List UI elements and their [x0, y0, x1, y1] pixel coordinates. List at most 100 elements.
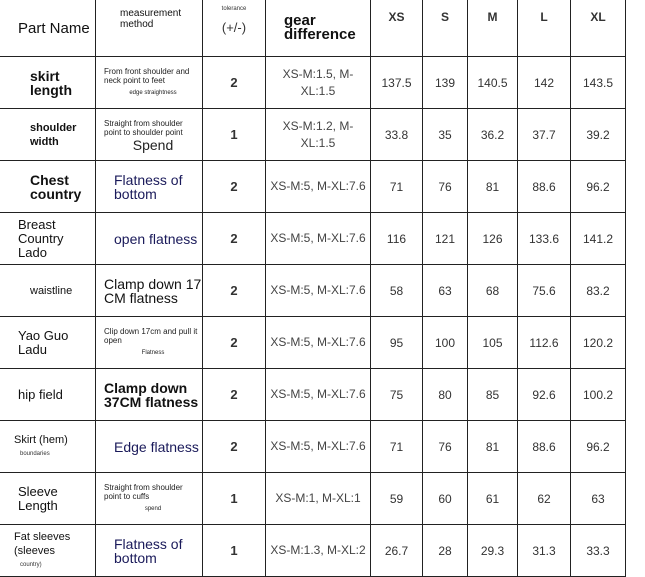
header-size-l: L: [517, 0, 571, 57]
size-l-value: 75.6: [517, 264, 571, 317]
header-gear-difference: gear difference: [265, 0, 371, 57]
gear-difference-cell: XS-M:1, M-XL:1: [265, 472, 371, 525]
size-s-value: 60: [422, 472, 468, 525]
gear-difference-cell: XS-M:5, M-XL:7.6: [265, 264, 371, 317]
size-xl-value: 96.2: [570, 160, 626, 213]
tolerance-cell: 2: [202, 316, 266, 369]
size-m-value: 36.2: [467, 108, 518, 161]
part-name-cell: Breast Country Lado: [0, 212, 96, 265]
size-m-value: 68: [467, 264, 518, 317]
method-note: Flatness: [141, 350, 165, 356]
part-name-note: country): [20, 561, 42, 568]
size-s-value: 35: [422, 108, 468, 161]
size-s-value: 100: [422, 316, 468, 369]
gear-difference-cell: XS-M:1.2, M-XL:1.5: [265, 108, 371, 161]
method-cell: Flatness of bottom: [95, 524, 203, 577]
method-cell: Clamp down 37CM flatness: [95, 368, 203, 421]
size-xs-value: 58: [370, 264, 423, 317]
size-l-value: 92.6: [517, 368, 571, 421]
size-xl-value: 33.3: [570, 524, 626, 577]
method-cell: Edge flatness: [95, 420, 203, 473]
size-m-value: 105: [467, 316, 518, 369]
size-m-value: 81: [467, 420, 518, 473]
part-name-note: boundaries: [20, 450, 50, 457]
tolerance-cell: 1: [202, 108, 266, 161]
size-xs-value: 33.8: [370, 108, 423, 161]
header-size-xl: XL: [570, 0, 626, 57]
size-xs-value: 71: [370, 160, 423, 213]
size-s-value: 121: [422, 212, 468, 265]
header-part-name: Part Name: [0, 0, 96, 57]
size-m-value: 85: [467, 368, 518, 421]
tolerance-cell: 2: [202, 420, 266, 473]
size-s-value: 63: [422, 264, 468, 317]
size-s-value: 76: [422, 160, 468, 213]
size-xl-value: 63: [570, 472, 626, 525]
method-text: Flatness of bottom: [114, 171, 183, 202]
size-xl-value: 96.2: [570, 420, 626, 473]
tolerance-label: tolerance: [221, 6, 247, 12]
gear-difference-cell: XS-M:1.3, M-XL:2: [265, 524, 371, 577]
gear-difference-cell: XS-M:5, M-XL:7.6: [265, 212, 371, 265]
tolerance-cell: 1: [202, 524, 266, 577]
method-text: Clip down 17cm and pull it open: [104, 327, 198, 345]
method-cell: Flatness of bottom: [95, 160, 203, 213]
table-row: Sleeve Length Straight from shoulder poi…: [0, 472, 626, 525]
size-l-value: 88.6: [517, 420, 571, 473]
method-cell: Clip down 17cm and pull it open Flatness: [95, 316, 203, 369]
part-name-cell: skirt length: [0, 56, 96, 109]
part-name-cell: hip field: [0, 368, 96, 421]
part-name: shoulder width: [30, 121, 77, 148]
size-xl-value: 100.2: [570, 368, 626, 421]
method-text: open flatness: [114, 230, 198, 247]
tolerance-cell: 2: [202, 368, 266, 421]
size-xs-value: 71: [370, 420, 423, 473]
size-l-value: 133.6: [517, 212, 571, 265]
gear-difference-cell: XS-M:5, M-XL:7.6: [265, 316, 371, 369]
part-name-cell: Chest country: [0, 160, 96, 213]
method-cell: open flatness: [95, 212, 203, 265]
size-xs-value: 75: [370, 368, 423, 421]
table-row: Skirt (hem) boundaries Edge flatness 2 XS…: [0, 420, 626, 473]
tolerance-cell: 1: [202, 472, 266, 525]
method-cell: From front shoulder and neck point to fe…: [95, 56, 203, 109]
table-row: Fat sleeves (sleeves country) Flatness of…: [0, 524, 626, 577]
table-row: hip field Clamp down 37CM flatness 2 XS-…: [0, 368, 626, 421]
gear-difference-cell: XS-M:5, M-XL:7.6: [265, 368, 371, 421]
size-l-value: 88.6: [517, 160, 571, 213]
size-xl-value: 141.2: [570, 212, 626, 265]
size-m-value: 29.3: [467, 524, 518, 577]
part-name-cell: Yao Guo Ladu: [0, 316, 96, 369]
tolerance-cell: 2: [202, 56, 266, 109]
method-cell: Clamp down 17 CM flatness: [95, 264, 203, 317]
gear-difference-cell: XS-M:5, M-XL:7.6: [265, 160, 371, 213]
part-name-cell: Sleeve Length: [0, 472, 96, 525]
size-xs-value: 59: [370, 472, 423, 525]
size-xs-value: 26.7: [370, 524, 423, 577]
header-row: Part Name measurement method tolerance (…: [0, 0, 626, 57]
method-note: Spend: [132, 137, 174, 153]
method-text: From front shoulder and neck point to fe…: [104, 67, 190, 85]
size-s-value: 76: [422, 420, 468, 473]
part-name-cell: Fat sleeves (sleeves country): [0, 524, 96, 577]
size-chart-table: Part Name measurement method tolerance (…: [0, 0, 626, 577]
part-name: Sleeve Length: [18, 483, 58, 513]
part-name-cell: shoulder width: [0, 108, 96, 161]
size-l-value: 112.6: [517, 316, 571, 369]
tolerance-cell: 2: [202, 160, 266, 213]
method-text: Clamp down 17 CM flatness: [104, 275, 202, 306]
part-name: hip field: [18, 386, 63, 402]
table-row: skirt length From front shoulder and nec…: [0, 56, 626, 109]
method-text: Flatness of bottom: [114, 535, 183, 566]
size-xl-value: 120.2: [570, 316, 626, 369]
part-name-cell: waistline: [0, 264, 96, 317]
method-note: edge straightness: [129, 90, 177, 96]
table-row: Chest country Flatness of bottom 2 XS-M:…: [0, 160, 626, 213]
tolerance-cell: 2: [202, 212, 266, 265]
part-name-cell: Skirt (hem) boundaries: [0, 420, 96, 473]
size-xl-value: 143.5: [570, 56, 626, 109]
size-l-value: 142: [517, 56, 571, 109]
size-m-value: 140.5: [467, 56, 518, 109]
size-m-value: 126: [467, 212, 518, 265]
table-row: Yao Guo Ladu Clip down 17cm and pull it …: [0, 316, 626, 369]
